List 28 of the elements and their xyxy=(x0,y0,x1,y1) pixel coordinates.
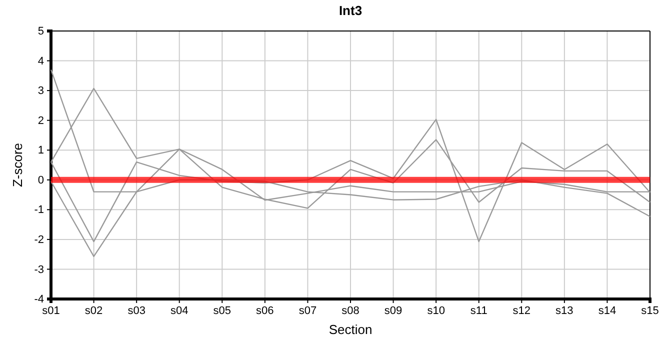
x-tick-label: s14 xyxy=(598,304,616,317)
x-tick-label: s04 xyxy=(170,304,188,317)
x-tick-label: s03 xyxy=(128,304,146,317)
x-tick-label: s07 xyxy=(298,304,317,317)
x-tick-label: s01 xyxy=(42,304,60,317)
x-tick-label: s10 xyxy=(427,304,445,317)
x-axis-title: Section xyxy=(328,322,372,337)
x-tick-label: s05 xyxy=(213,304,232,317)
y-tick-label: 4 xyxy=(38,55,44,68)
chart-title: Int3 xyxy=(338,3,362,18)
x-tick-label: s02 xyxy=(84,304,103,317)
x-tick-label: s12 xyxy=(512,304,531,317)
y-tick-label: 2 xyxy=(38,114,44,127)
x-tick-label: s09 xyxy=(384,304,402,317)
y-tick-label: -2 xyxy=(34,234,44,246)
y-tick-label: -4 xyxy=(34,294,44,306)
x-tick-label: s15 xyxy=(641,304,659,317)
y-tick-label: 5 xyxy=(38,26,44,38)
x-tick-label: s06 xyxy=(256,304,274,317)
y-axis-title: Z-score xyxy=(10,142,25,188)
y-tick-label: -3 xyxy=(34,264,44,276)
y-tick-label: 0 xyxy=(38,174,44,186)
y-tick-label: 1 xyxy=(38,144,44,157)
y-tick-label: 3 xyxy=(38,85,44,98)
x-tick-label: s13 xyxy=(556,304,574,317)
x-tick-label: s11 xyxy=(470,304,488,317)
x-tick-label: s08 xyxy=(342,304,360,317)
y-tick-label: -1 xyxy=(34,204,44,216)
